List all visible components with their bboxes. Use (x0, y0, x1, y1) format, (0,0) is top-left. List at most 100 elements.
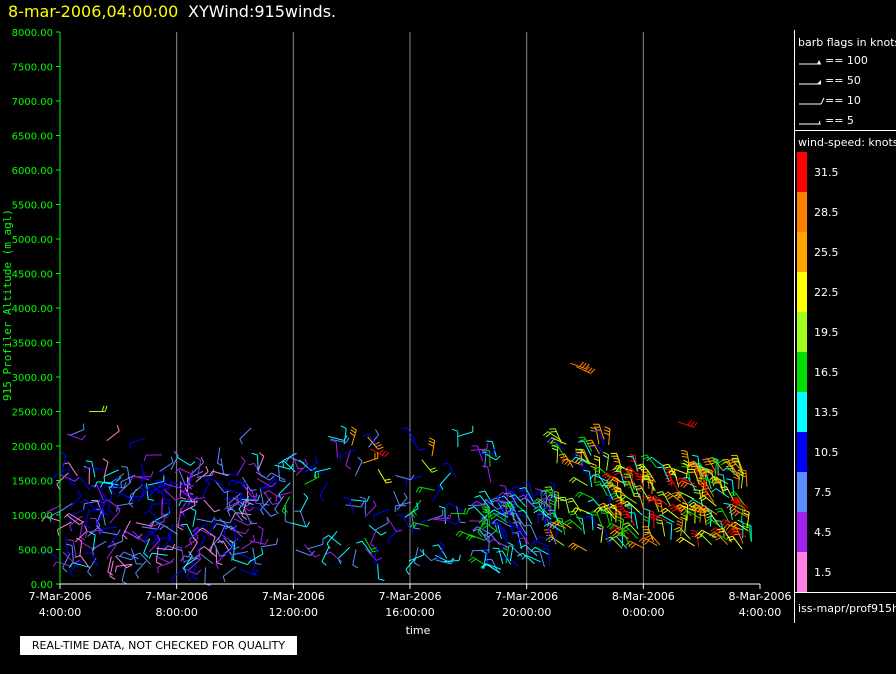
wind-barb-tick (310, 550, 315, 556)
wind-barb (387, 517, 397, 532)
wind-barb (488, 532, 501, 546)
wind-barb-tick (575, 491, 580, 497)
wind-barb-tick (550, 438, 555, 444)
wind-barb-tick (612, 476, 619, 480)
wind-barb (315, 467, 331, 473)
wind-barb-tick (704, 513, 711, 516)
wind-barb-tick (499, 484, 506, 487)
wind-barb-tick (227, 507, 234, 511)
wind-barb-tick (673, 526, 680, 531)
x-tick-label-time: 0:00:00 (622, 606, 664, 619)
wind-barb-tick (587, 499, 594, 503)
wind-barb-tick (438, 505, 445, 509)
wind-barb-tick (123, 482, 127, 488)
wind-barb (232, 558, 248, 566)
wind-barb-tick (550, 431, 557, 433)
wind-barb (540, 536, 556, 543)
wind-barb-tick (620, 495, 627, 501)
wind-barb-tick (641, 538, 647, 544)
wind-barb-tick (314, 456, 318, 463)
wind-barb (229, 528, 246, 535)
wind-barb-tick (530, 540, 536, 546)
wind-barb-tick (247, 502, 254, 506)
wind-barb (58, 502, 73, 513)
wind-barb-tick (630, 543, 636, 549)
wind-barb-tick (492, 518, 498, 524)
wind-barb (79, 521, 84, 538)
wind-barb (68, 513, 83, 523)
wind-barb-tick (623, 466, 630, 470)
wind-barb-tick (568, 510, 575, 513)
wind-barb-tick (698, 477, 705, 483)
wind-barb (231, 508, 244, 522)
wind-barb-tick (370, 547, 378, 550)
x-tick-label-date: 7-Mar-2006 (145, 590, 208, 603)
wind-barb (367, 433, 379, 447)
wind-barb-tick (743, 522, 750, 526)
wind-barb-tick (87, 571, 92, 577)
wind-barb-tick (617, 519, 624, 524)
wind-barb (256, 454, 259, 471)
wind-barb-tick (190, 507, 197, 512)
wind-barb-tick (603, 451, 609, 456)
wind-barb-tick (558, 453, 565, 456)
wind-barb (534, 546, 550, 556)
wind-barb-tick (691, 504, 697, 510)
wind-barb-tick (589, 474, 595, 480)
wind-barb-tick (419, 447, 426, 451)
wind-barb-tick (672, 491, 679, 495)
wind-barb (547, 520, 551, 537)
wind-barb-tick (691, 535, 698, 538)
wind-barb-tick (615, 489, 622, 493)
wind-barb-tick (728, 461, 735, 465)
wind-barb (337, 547, 351, 559)
wind-barb-tick (372, 550, 379, 553)
wind-barb-tick (418, 487, 423, 494)
wind-barb (252, 547, 256, 564)
wind-barb-tick (283, 507, 288, 513)
wind-barb-tick (345, 465, 352, 470)
wind-barb-tick (726, 535, 733, 539)
wind-barb-tick (141, 490, 145, 497)
wind-barb-tick (506, 489, 513, 493)
wind-barb (141, 526, 158, 530)
wind-barb-tick (683, 482, 688, 489)
wind-barb-tick (41, 516, 46, 522)
wind-barb-tick (598, 506, 605, 510)
wind-barb-tick (733, 476, 740, 480)
wind-barb-tick (608, 492, 615, 497)
wind-barb-tick (217, 540, 224, 543)
wind-barb (222, 526, 227, 543)
wind-barb-tick (200, 533, 206, 539)
wind-barb (514, 494, 526, 507)
wind-barb (107, 556, 112, 573)
wind-barb-tick (415, 486, 420, 493)
wind-barb (69, 495, 82, 509)
wind-barb-tick (199, 546, 205, 551)
wind-barb (184, 555, 200, 563)
wind-barb-tick (671, 508, 678, 512)
speed-legend-title: wind-speed: knots (798, 136, 896, 149)
wind-barb-tick (359, 496, 366, 500)
wind-barb-tick (681, 466, 688, 468)
x-tick-label-time: 4:00:00 (739, 606, 781, 619)
wind-barb-tick (270, 482, 276, 488)
wind-barb (485, 563, 500, 573)
wind-barb (524, 497, 537, 510)
wind-barb-tick (732, 500, 739, 504)
wind-barb-tick (110, 489, 116, 495)
wind-barb-tick (274, 480, 278, 487)
wind-barb-tick (567, 500, 575, 503)
wind-barb-tick (52, 561, 57, 568)
wind-barb-tick (693, 492, 700, 494)
wind-barb-tick (227, 510, 231, 517)
wind-barb-tick (103, 476, 106, 483)
wind-barb (151, 531, 161, 546)
y-tick-label: 4500.00 (12, 270, 53, 281)
wind-barb-tick (326, 543, 331, 549)
wind-barb-tick (507, 510, 513, 516)
wind-barb-tick (711, 488, 717, 493)
wind-barb (687, 476, 697, 492)
wind-barb-tick (551, 494, 557, 498)
wind-barb (135, 522, 152, 527)
